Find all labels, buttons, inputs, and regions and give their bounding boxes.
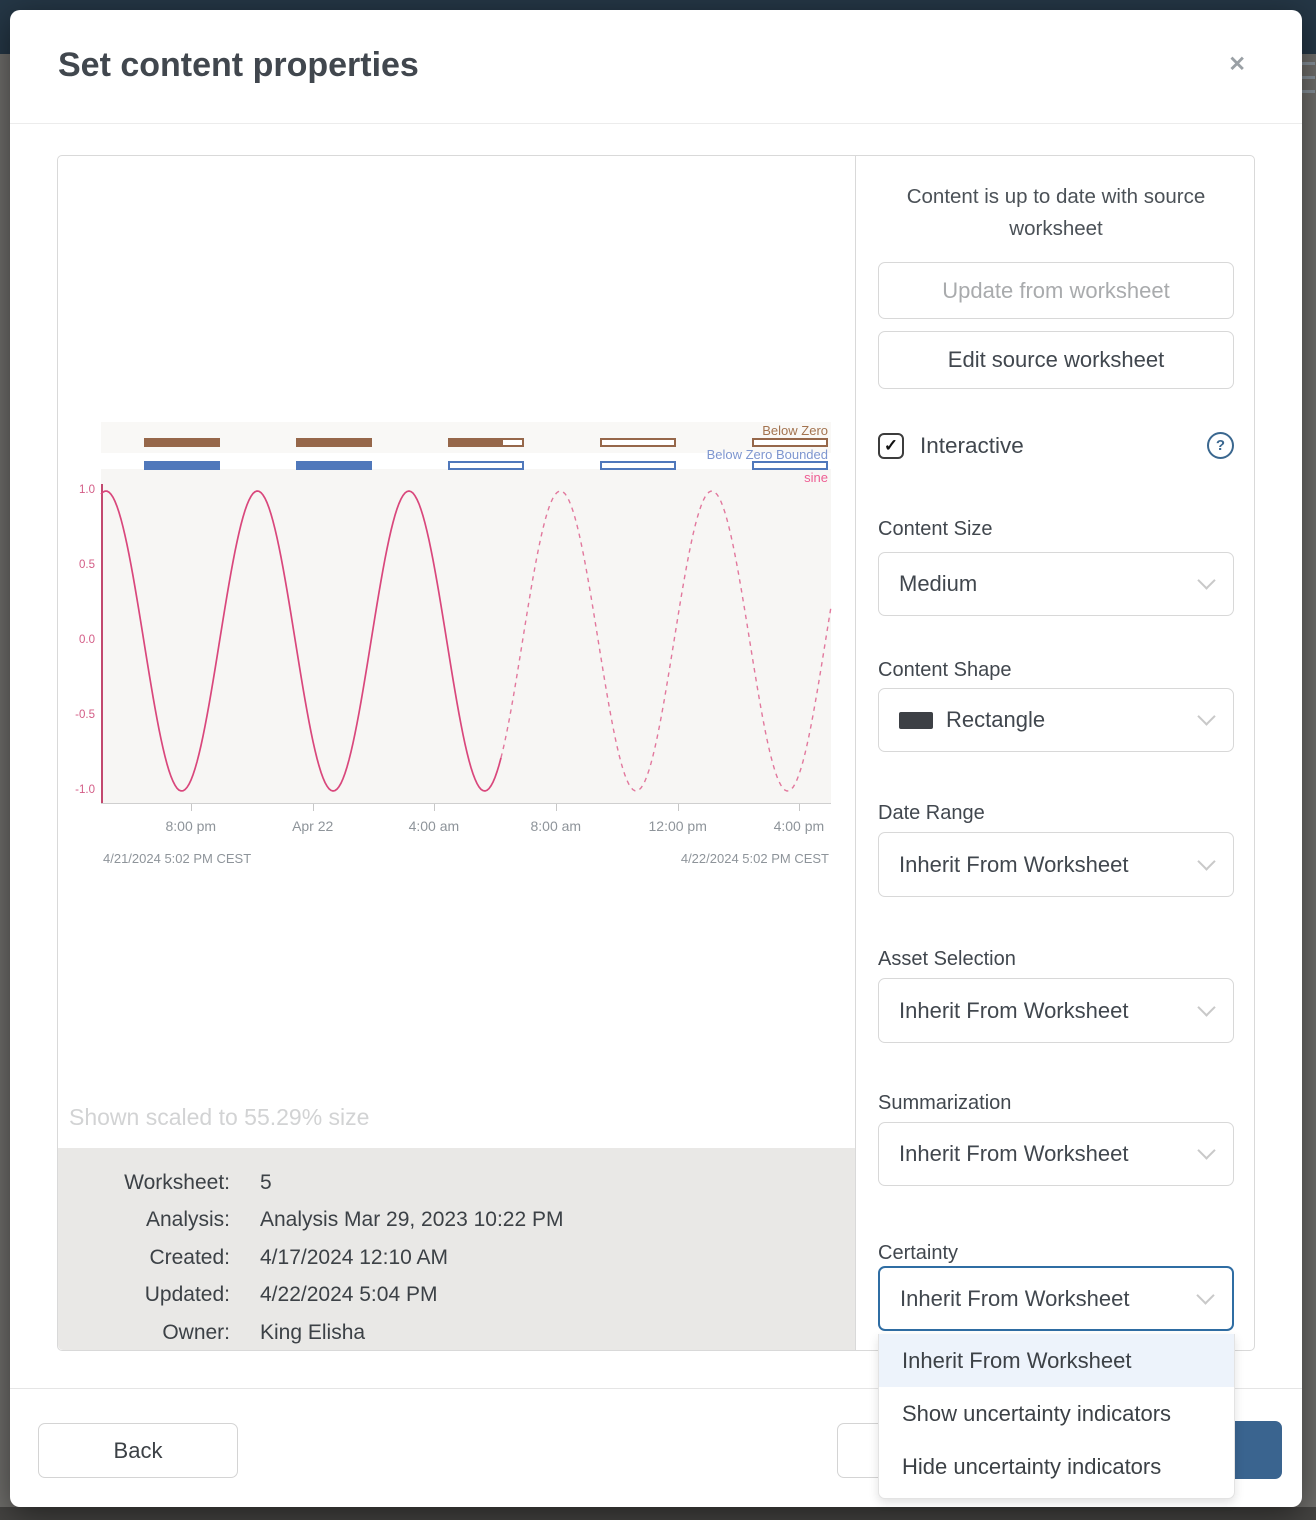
x-tick-label: 4:00 pm — [773, 818, 825, 834]
legend-sine: sine — [804, 470, 828, 485]
x-tick-label: 8:00 am — [530, 818, 582, 834]
chart-range-end: 4/22/2024 5:02 PM CEST — [680, 851, 829, 866]
scale-note: Shown scaled to 55.29% size — [69, 1104, 370, 1130]
capsule-bar — [752, 438, 829, 447]
capsule-bar — [447, 461, 524, 470]
interactive-label: Interactive — [920, 432, 1024, 458]
y-tick-label: -1.0 — [75, 784, 95, 796]
sine-series — [100, 490, 832, 792]
date-range-label: Date Range — [878, 802, 985, 824]
x-tick-label: Apr 22 — [292, 818, 334, 834]
trend-chart: 4/21/2024 5:02 PM CEST 4/22/2024 5:02 PM… — [75, 422, 832, 874]
asset-selection-select[interactable]: Inherit From Worksheet — [878, 978, 1234, 1043]
interactive-checkbox[interactable]: ✓ — [878, 432, 904, 459]
content-size-label: Content Size — [878, 518, 993, 540]
x-tick-mark — [555, 804, 557, 811]
chevron-down-icon — [1197, 1141, 1216, 1160]
y-tick-label: 0.5 — [79, 559, 95, 571]
capsule-bar — [295, 438, 372, 447]
capsule-bar — [599, 461, 677, 470]
chart-range-start: 4/21/2024 5:02 PM CEST — [103, 851, 252, 866]
x-tick-label: 12:00 pm — [648, 818, 707, 834]
capsule-bar — [599, 438, 677, 447]
header-divider — [10, 123, 1302, 124]
certainty-dropdown-menu: Inherit From Worksheet Show uncertainty … — [878, 1334, 1235, 1499]
x-tick-label: 8:00 pm — [165, 818, 217, 834]
y-tick-label: -0.5 — [75, 709, 95, 721]
x-tick-mark — [190, 804, 192, 811]
y-tick-label: 1.0 — [79, 484, 95, 496]
summarization-label: Summarization — [878, 1092, 1012, 1114]
certainty-label: Certainty — [878, 1242, 959, 1264]
chevron-down-icon — [1197, 571, 1216, 590]
asset-selection-label: Asset Selection — [878, 948, 1016, 970]
metadata-row: Updated: 4/22/2024 5:04 PM — [144, 1283, 438, 1307]
y-tick-label: 0.0 — [79, 634, 95, 646]
interactive-row: ✓ Interactive ? — [878, 432, 1234, 459]
set-content-properties-dialog: Set content properties ✕ 4/21/2024 5:02 … — [10, 10, 1302, 1507]
content-container: 4/21/2024 5:02 PM CEST 4/22/2024 5:02 PM… — [57, 155, 1255, 1351]
edit-source-worksheet-button[interactable]: Edit source worksheet — [878, 331, 1234, 389]
legend-below-zero: Below Zero — [762, 423, 828, 438]
metadata-row: Analysis: Analysis Mar 29, 2023 10:22 PM — [145, 1208, 564, 1232]
metadata-row: Owner: King Elisha — [162, 1320, 366, 1344]
certainty-select[interactable]: Inherit From Worksheet — [878, 1266, 1234, 1331]
capsule-bar — [501, 438, 524, 447]
close-icon[interactable]: ✕ — [1228, 53, 1246, 76]
content-shape-select[interactable]: Rectangle — [878, 688, 1234, 752]
content-shape-label: Content Shape — [878, 659, 1012, 681]
metadata-row: Created: 4/17/2024 12:10 AM — [149, 1245, 448, 1269]
chart-lane-below-zero — [101, 422, 831, 453]
footer-divider — [10, 1388, 1302, 1389]
chart-y-axis — [101, 484, 103, 804]
page-bottom-band — [0, 1507, 1316, 1520]
chevron-down-icon — [1196, 1285, 1215, 1305]
metadata-panel: Worksheet: 5 Analysis: Analysis Mar 29, … — [58, 1148, 855, 1350]
capsule-bar — [295, 461, 372, 470]
chevron-down-icon — [1197, 707, 1216, 726]
status-message: Content is up to date with source worksh… — [906, 185, 1206, 240]
content-preview-pane: 4/21/2024 5:02 PM CEST 4/22/2024 5:02 PM… — [58, 156, 856, 1350]
capsule-bar — [752, 461, 829, 470]
menu-option-show-uncertainty[interactable]: Show uncertainty indicators — [902, 1400, 1172, 1426]
summarization-select[interactable]: Inherit From Worksheet — [878, 1122, 1234, 1186]
x-tick-mark — [798, 804, 800, 811]
menu-option-hide-uncertainty[interactable]: Hide uncertainty indicators — [902, 1453, 1162, 1479]
x-tick-mark — [433, 804, 435, 811]
rectangle-shape-icon — [899, 711, 933, 729]
x-tick-mark — [677, 804, 679, 811]
check-icon: ✓ — [883, 435, 899, 455]
chart-x-axis — [101, 803, 831, 804]
chevron-down-icon — [1197, 851, 1216, 871]
metadata-row: Worksheet: 5 — [124, 1170, 272, 1194]
capsule-bar — [144, 461, 220, 470]
dialog-title: Set content properties — [58, 46, 419, 84]
hamburger-icon — [1302, 62, 1315, 104]
x-tick-mark — [312, 804, 314, 811]
help-icon[interactable]: ? — [1207, 432, 1234, 459]
back-button[interactable]: Back — [38, 1423, 238, 1478]
x-tick-label: 4:00 am — [408, 818, 460, 834]
content-size-select[interactable]: Medium — [878, 552, 1234, 616]
date-range-select[interactable]: Inherit From Worksheet — [878, 832, 1234, 897]
capsule-bar — [144, 438, 220, 447]
menu-option-inherit[interactable]: Inherit From Worksheet — [879, 1334, 1234, 1387]
legend-below-zero-bounded: Below Zero Bounded — [706, 447, 828, 462]
capsule-bar — [447, 438, 502, 447]
update-from-worksheet-button[interactable]: Update from worksheet — [878, 262, 1234, 319]
properties-pane: Content is up to date with source worksh… — [856, 156, 1256, 1350]
chevron-down-icon — [1197, 997, 1216, 1017]
